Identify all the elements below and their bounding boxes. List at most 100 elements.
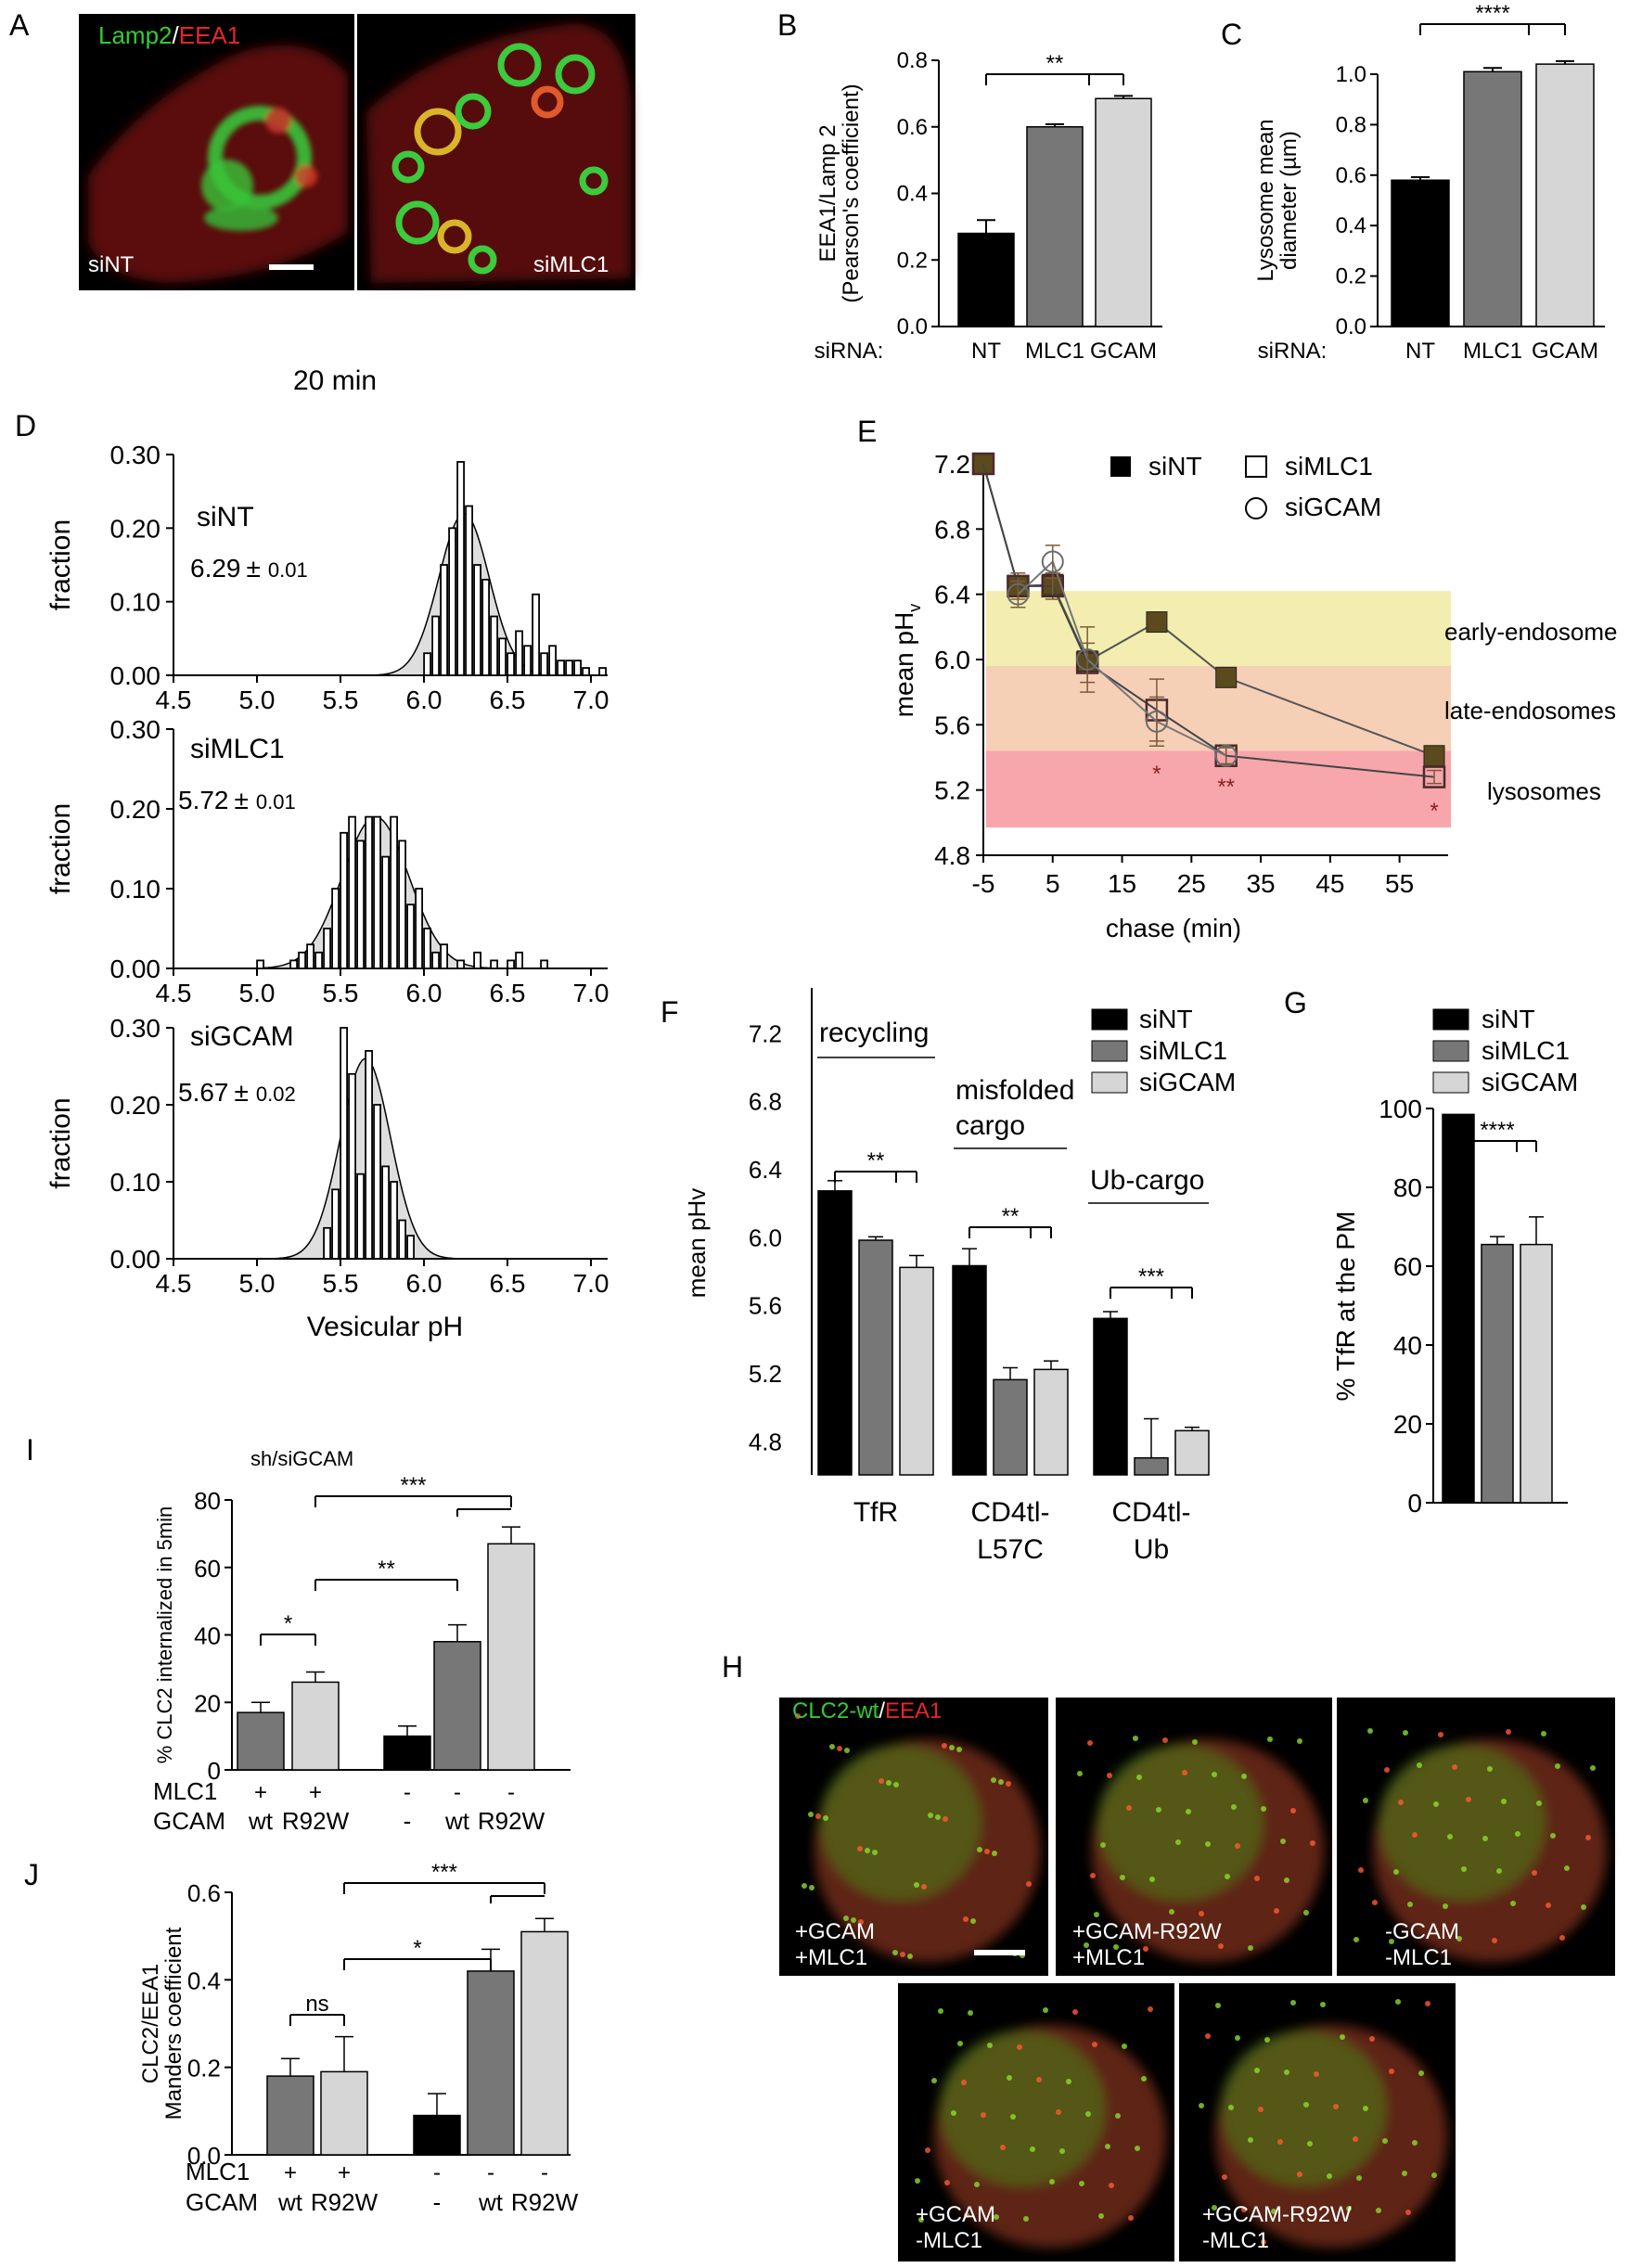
- puncta: [1141, 2076, 1147, 2082]
- significance-bracket-label: **: [1046, 51, 1064, 76]
- y-tick-label: 80: [194, 1487, 221, 1515]
- puncta: [1218, 1943, 1224, 1949]
- histogram-bar: [507, 959, 515, 969]
- panel-a-stain-title: Lamp2/EEA1: [98, 21, 240, 49]
- puncta: [1248, 2137, 1253, 2143]
- y-axis-label: fraction: [45, 519, 76, 610]
- panel-h-stain-title: CLC2-wt/EEA1: [792, 1698, 942, 1723]
- cond-gcam-0: wt: [277, 2188, 303, 2216]
- puncta: [1461, 1866, 1467, 1872]
- cond-mlc1-4: -: [507, 1780, 515, 1805]
- significance-label: **: [378, 1557, 395, 1582]
- y-tick-label: 6.0: [749, 1224, 782, 1251]
- puncta: [1369, 2036, 1375, 2042]
- panel-letter-h: H: [722, 1650, 743, 1684]
- y-axis-label-line-0: % CLC2 internalized in 5min: [153, 1506, 176, 1764]
- y-tick-label: 0.6: [897, 115, 928, 140]
- puncta: [1030, 2146, 1035, 2152]
- histogram-bar: [473, 564, 482, 676]
- histogram-bar: [256, 959, 265, 969]
- bar-siNT: [1442, 1113, 1475, 1504]
- significance-bracket-label: ****: [1475, 1, 1509, 26]
- puncta: [998, 1779, 1004, 1785]
- group-0: ** TfR recycling: [817, 1018, 935, 1528]
- x-tick-label: 5.0: [239, 979, 276, 1007]
- legend-swatch-siMLC1: [1091, 1040, 1128, 1062]
- mean-value: 5.67: [178, 1078, 229, 1107]
- histogram-bar: [289, 959, 299, 969]
- group-label-line-1: L57C: [977, 1534, 1044, 1565]
- puncta: [865, 1848, 870, 1853]
- group-label-line-0: CD4tl-: [1111, 1497, 1190, 1528]
- micrograph-label-1-0: +GCAM-R92W: [1072, 1919, 1222, 1944]
- micrograph-label-0-1: +MLC1: [795, 1945, 867, 1970]
- y-axis-label-main: mean pH: [890, 612, 918, 718]
- histogram-bar: [598, 667, 607, 676]
- bar-col-1: [320, 2070, 368, 2156]
- puncta: [1346, 2206, 1352, 2211]
- puncta: [918, 2217, 924, 2223]
- cell-green: [819, 1745, 981, 1901]
- micrograph-sint: siNT: [79, 14, 354, 290]
- x-tick-label: 6.0: [406, 686, 443, 714]
- puncta: [808, 1812, 814, 1817]
- micrograph-h-0: +GCAM+MLC1: [779, 1698, 1048, 1976]
- puncta: [1546, 1903, 1551, 1908]
- band-label-early: early-endosome: [1444, 618, 1617, 646]
- chart-i: sh/siGCAM020406080+wt+R92W---wt-R92WMLC1…: [153, 1447, 571, 1835]
- puncta: [1297, 2172, 1302, 2177]
- x-tick-label: 5.0: [239, 1269, 276, 1298]
- puncta: [928, 1813, 933, 1818]
- bar-GCAM: [1095, 97, 1152, 327]
- cell-signal: [814, 1739, 1041, 1962]
- marker-open-circle: [1076, 648, 1099, 671]
- legend-marker-simlc1: [1245, 455, 1267, 478]
- cond-mlc1-2: -: [404, 1780, 411, 1805]
- puncta: [974, 2182, 980, 2187]
- y-axis-label: fraction: [45, 1097, 76, 1188]
- significance-bracket-label: ns: [305, 1992, 328, 2017]
- significance-label: **: [1217, 775, 1235, 800]
- puncta: [931, 2078, 937, 2083]
- bar-siGCAM: [1520, 1243, 1553, 1504]
- puncta: [795, 1713, 801, 1719]
- puncta: [1320, 2002, 1326, 2007]
- puncta: [1136, 1775, 1142, 1780]
- x-tick-label: 6.5: [490, 979, 526, 1007]
- puncta: [956, 1747, 962, 1752]
- cond-mlc1-1: +: [309, 1780, 322, 1805]
- micrograph-simlc1: siMLC1: [357, 14, 635, 290]
- x-axis-label: chase (min): [1106, 914, 1241, 942]
- puncta: [907, 1954, 913, 1959]
- bar-NT: [957, 232, 1015, 327]
- y-tick-label: 0.6: [1336, 163, 1366, 188]
- histogram-bar: [406, 1235, 416, 1260]
- cond-gcam-3: wt: [444, 1807, 470, 1835]
- puncta: [1162, 1737, 1168, 1743]
- group-label-line-0: TfR: [853, 1497, 898, 1528]
- histogram-bar: [340, 831, 349, 969]
- puncta: [1084, 1942, 1089, 1948]
- puncta: [970, 1918, 976, 1924]
- puncta: [1135, 2146, 1140, 2151]
- puncta: [1367, 1728, 1373, 1734]
- puncta: [1393, 1869, 1399, 1875]
- puncta: [1128, 2215, 1134, 2221]
- histogram-bar: [490, 615, 498, 676]
- micrograph-label-2-0: -GCAM: [1385, 1919, 1459, 1944]
- y-tick-label: 5.6: [934, 711, 970, 739]
- y-axis-label: % CLC2 internalized in 5min: [153, 1506, 176, 1764]
- histogram-bar: [515, 630, 523, 676]
- histogram-bar: [356, 839, 366, 969]
- y-tick-label: 0.20: [110, 514, 161, 543]
- histogram-mean-siMLC1: 5.72 ±0.01: [178, 786, 296, 814]
- puncta: [1412, 1832, 1418, 1838]
- y-axis-label: CLC2/EEA1Manders coefficient: [138, 1927, 186, 2120]
- histogram-bar: [440, 943, 449, 969]
- puncta: [1277, 2139, 1283, 2145]
- puncta: [1310, 1840, 1315, 1846]
- cond-mlc1-1: +: [338, 2160, 351, 2185]
- puncta: [1143, 1946, 1148, 1952]
- cond-mlc1-0: +: [284, 2160, 297, 2185]
